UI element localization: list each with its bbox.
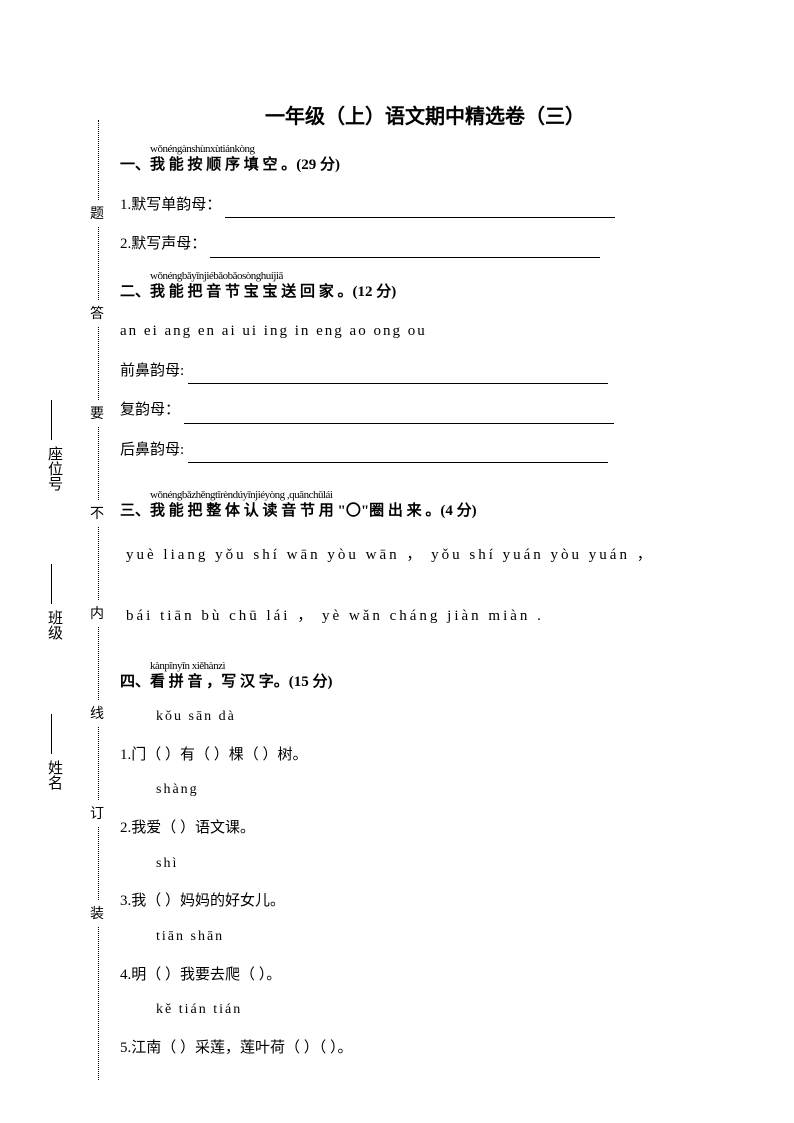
blank-line[interactable] <box>188 368 608 384</box>
q2-row-3-label: 后鼻韵母: <box>120 442 184 458</box>
q4-1-pinyin: kǒu sān dà <box>156 705 730 729</box>
dotted-char: 要 <box>90 400 104 426</box>
blank-line[interactable] <box>225 202 615 218</box>
section-2-heading-text: 二、我 能 把 音 节 宝 宝 送 回 家 。(12 分) <box>120 284 396 300</box>
q2-row-2-label: 复韵母： <box>120 402 180 418</box>
q4-5-pinyin: kě tián tián <box>156 998 730 1022</box>
page-content: 一年级（上）语文期中精选卷（三） wǒnéngànshùnxùtiánkòng … <box>120 100 730 1083</box>
section-1: wǒnéngànshùnxùtiánkòng 一、我 能 按 顺 序 填 空 。… <box>120 153 730 258</box>
sidebar-label-name: 姓名 <box>44 760 65 790</box>
blank-line[interactable] <box>210 242 600 258</box>
section-1-pinyin: wǒnéngànshùnxùtiánkòng <box>150 140 254 159</box>
q4-3-pinyin: shì <box>156 852 730 876</box>
q4-1-text: 1.门（ ）有（ ）棵（ ）树。 <box>120 743 730 769</box>
q1-item-1: 1.默写单韵母： <box>120 193 730 219</box>
dotted-char: 答 <box>90 300 104 326</box>
q1-item-2-label: 2.默写声母： <box>120 236 206 252</box>
dotted-char: 不 <box>90 500 104 526</box>
sidebar-label-seat: 座位号 <box>44 446 65 491</box>
dotted-char: 题 <box>90 200 104 226</box>
section-1-heading-text: 一、我 能 按 顺 序 填 空 。(29 分) <box>120 157 340 173</box>
section-3-heading-text: 三、我 能 把 整 体 认 读 音 节 用 "〇"圈 出 来 。(4 分) <box>120 503 477 519</box>
section-4-heading-text: 四、看 拼 音 ，写 汉 字。(15 分) <box>120 674 333 690</box>
sidebar-underline <box>51 714 52 754</box>
q4-5-text: 5.江南（ ）采莲，莲叶荷（ ）（ ）。 <box>120 1036 730 1062</box>
page-title: 一年级（上）语文期中精选卷（三） <box>120 100 730 129</box>
section-4-heading: kànpīnyīn xiěhànzì 四、看 拼 音 ，写 汉 字。(15 分) <box>120 670 730 696</box>
section-4: kànpīnyīn xiěhànzì 四、看 拼 音 ，写 汉 字。(15 分)… <box>120 670 730 1062</box>
dotted-char: 订 <box>90 800 104 826</box>
q4-2-text: 2.我爱（ ）语文课。 <box>120 816 730 842</box>
section-3-heading: wǒnéngbǎzhěngtǐrèndúyīnjiéyòng ,quānchūl… <box>120 499 730 525</box>
section-3: wǒnéngbǎzhěngtǐrèndúyīnjiéyòng ,quānchūl… <box>120 499 730 630</box>
dotted-char: 线 <box>90 700 104 726</box>
q1-item-2: 2.默写声母： <box>120 232 730 258</box>
q2-row-2: 复韵母： <box>120 398 730 424</box>
q1-item-1-label: 1.默写单韵母： <box>120 197 221 213</box>
section-4-pinyin: kànpīnyīn xiěhànzì <box>150 657 225 676</box>
q4-2-pinyin: shàng <box>156 778 730 802</box>
section-2-heading: wǒnéngbǎyīnjiébǎobǎosònghuíjiā 二、我 能 把 音… <box>120 280 730 306</box>
poem-line-1: yuè liang yǒu shí wān yòu wān ， yǒu shí … <box>126 543 730 569</box>
dotted-char: 装 <box>90 900 104 926</box>
section-1-heading: wǒnéngànshùnxùtiánkòng 一、我 能 按 顺 序 填 空 。… <box>120 153 730 179</box>
sidebar-label-class: 班级 <box>44 610 65 640</box>
syllable-row: an ei ang en ai ui ing in eng ao ong ou <box>120 319 730 345</box>
dotted-char: 内 <box>90 600 104 626</box>
sidebar-underline <box>51 400 52 440</box>
q2-row-1: 前鼻韵母: <box>120 359 730 385</box>
section-3-pinyin: wǒnéngbǎzhěngtǐrèndúyīnjiéyòng ,quānchūl… <box>150 486 332 505</box>
binding-sidebar: 姓名 班级 座位号 装 订 线 内 不 要 答 题 <box>40 120 110 1080</box>
q4-3-text: 3.我（ ）妈妈的好女儿。 <box>120 889 730 915</box>
blank-line[interactable] <box>188 447 608 463</box>
blank-line[interactable] <box>184 408 614 424</box>
poem-line-2: bái tiān bù chū lái ， yè wǎn cháng jiàn … <box>126 604 730 630</box>
section-2-pinyin: wǒnéngbǎyīnjiébǎobǎosònghuíjiā <box>150 267 283 286</box>
q2-row-1-label: 前鼻韵母: <box>120 363 184 379</box>
q4-4-text: 4.明（ ）我要去爬（ ）。 <box>120 963 730 989</box>
q4-4-pinyin: tiān shān <box>156 925 730 949</box>
sidebar-underline <box>51 564 52 604</box>
section-2: wǒnéngbǎyīnjiébǎobǎosònghuíjiā 二、我 能 把 音… <box>120 280 730 464</box>
q2-row-3: 后鼻韵母: <box>120 438 730 464</box>
